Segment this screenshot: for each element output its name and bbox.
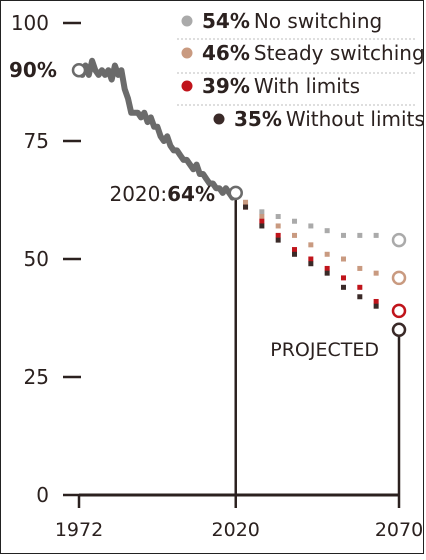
projection-1 — [243, 199, 407, 286]
projection-end-marker — [391, 303, 407, 319]
projection-point — [243, 204, 249, 210]
projection-point — [308, 256, 314, 262]
annotations: 90% 2020:64% PROJECTED — [9, 58, 379, 361]
y-tick-label: 0 — [36, 483, 49, 507]
projection-point — [373, 270, 379, 276]
projection-point — [308, 261, 314, 267]
legend-swatch-icon — [181, 80, 193, 92]
projection-point — [324, 251, 330, 257]
projection-point — [243, 199, 249, 205]
end-value-prefix: 2020: — [109, 182, 167, 206]
projection-point — [373, 303, 379, 309]
projection-0 — [243, 199, 407, 248]
y-tick-label: 25 — [24, 365, 49, 389]
projection-point — [275, 237, 281, 243]
legend-pct: 46% — [202, 41, 250, 65]
legend-swatch-icon — [181, 47, 193, 59]
start-value-label: 90% — [9, 58, 57, 82]
legend-pct: 54% — [202, 9, 250, 33]
legend-name: No switching — [254, 9, 382, 33]
legend-text: 54% No switching — [202, 9, 382, 33]
projection-point — [324, 265, 330, 271]
projection-point — [275, 232, 281, 238]
projection-point — [357, 232, 363, 238]
projection-end-marker — [391, 270, 407, 286]
projection-point — [275, 223, 281, 229]
projection-point — [292, 247, 298, 253]
legend-entry: 39% With limits — [181, 74, 360, 98]
end-value-label: 2020:64% — [109, 182, 215, 206]
y-tick-label: 50 — [24, 247, 49, 271]
end-value-pct: 64% — [167, 182, 215, 206]
projection-point — [357, 294, 363, 300]
legend-swatch-icon — [181, 15, 193, 27]
projected-label: PROJECTED — [270, 339, 379, 361]
legend-text: 35% Without limits — [234, 107, 425, 131]
projection-point — [259, 209, 265, 215]
legend-name: Steady switching — [254, 41, 425, 65]
axes: 0 25 50 75 100 1972 2020 2070 — [11, 11, 423, 541]
legend-text: 46% Steady switching — [202, 41, 425, 65]
legend-name: Without limits — [286, 107, 425, 131]
projection-point — [308, 223, 314, 229]
projection-2 — [243, 204, 407, 319]
projection-point — [340, 256, 346, 262]
legend-entry: 35% Without limits — [213, 107, 425, 131]
projection-point — [324, 228, 330, 234]
projection-series — [243, 199, 407, 338]
x-tick-label: 2020 — [212, 519, 260, 541]
projection-point — [259, 218, 265, 224]
projection-point — [308, 242, 314, 248]
projection-point — [324, 270, 330, 276]
projection-point — [292, 232, 298, 238]
projection-point — [340, 232, 346, 238]
y-tick-label: 75 — [24, 129, 49, 153]
projection-point — [340, 284, 346, 290]
legend-entry: 46% Steady switching — [181, 41, 425, 65]
x-tick-label: 2070 — [375, 519, 423, 541]
projection-point — [292, 218, 298, 224]
legend-text: 39% With limits — [202, 74, 360, 98]
projection-point — [340, 275, 346, 281]
projection-3 — [243, 204, 407, 338]
historical-end-marker — [228, 185, 243, 201]
legend-swatch-icon — [213, 113, 225, 125]
projection-point — [357, 265, 363, 271]
legend-entry: 54% No switching — [181, 9, 382, 33]
legend-pct: 39% — [202, 74, 250, 98]
historical-series — [71, 57, 243, 201]
legend-name: With limits — [254, 74, 360, 98]
projection-point — [259, 223, 265, 229]
historical-start-marker — [71, 62, 87, 78]
projection-point — [373, 298, 379, 304]
x-tick-label: 1972 — [55, 519, 103, 541]
projection-point — [275, 214, 281, 220]
projection-end-marker — [391, 322, 407, 338]
legend-pct: 35% — [234, 107, 282, 131]
projection-point — [357, 284, 363, 290]
projection-end-marker — [391, 232, 407, 248]
projection-point — [259, 214, 265, 220]
projection-point — [373, 232, 379, 238]
projection-point — [292, 251, 298, 257]
y-tick-label: 100 — [11, 11, 49, 35]
historical-line — [76, 57, 239, 201]
